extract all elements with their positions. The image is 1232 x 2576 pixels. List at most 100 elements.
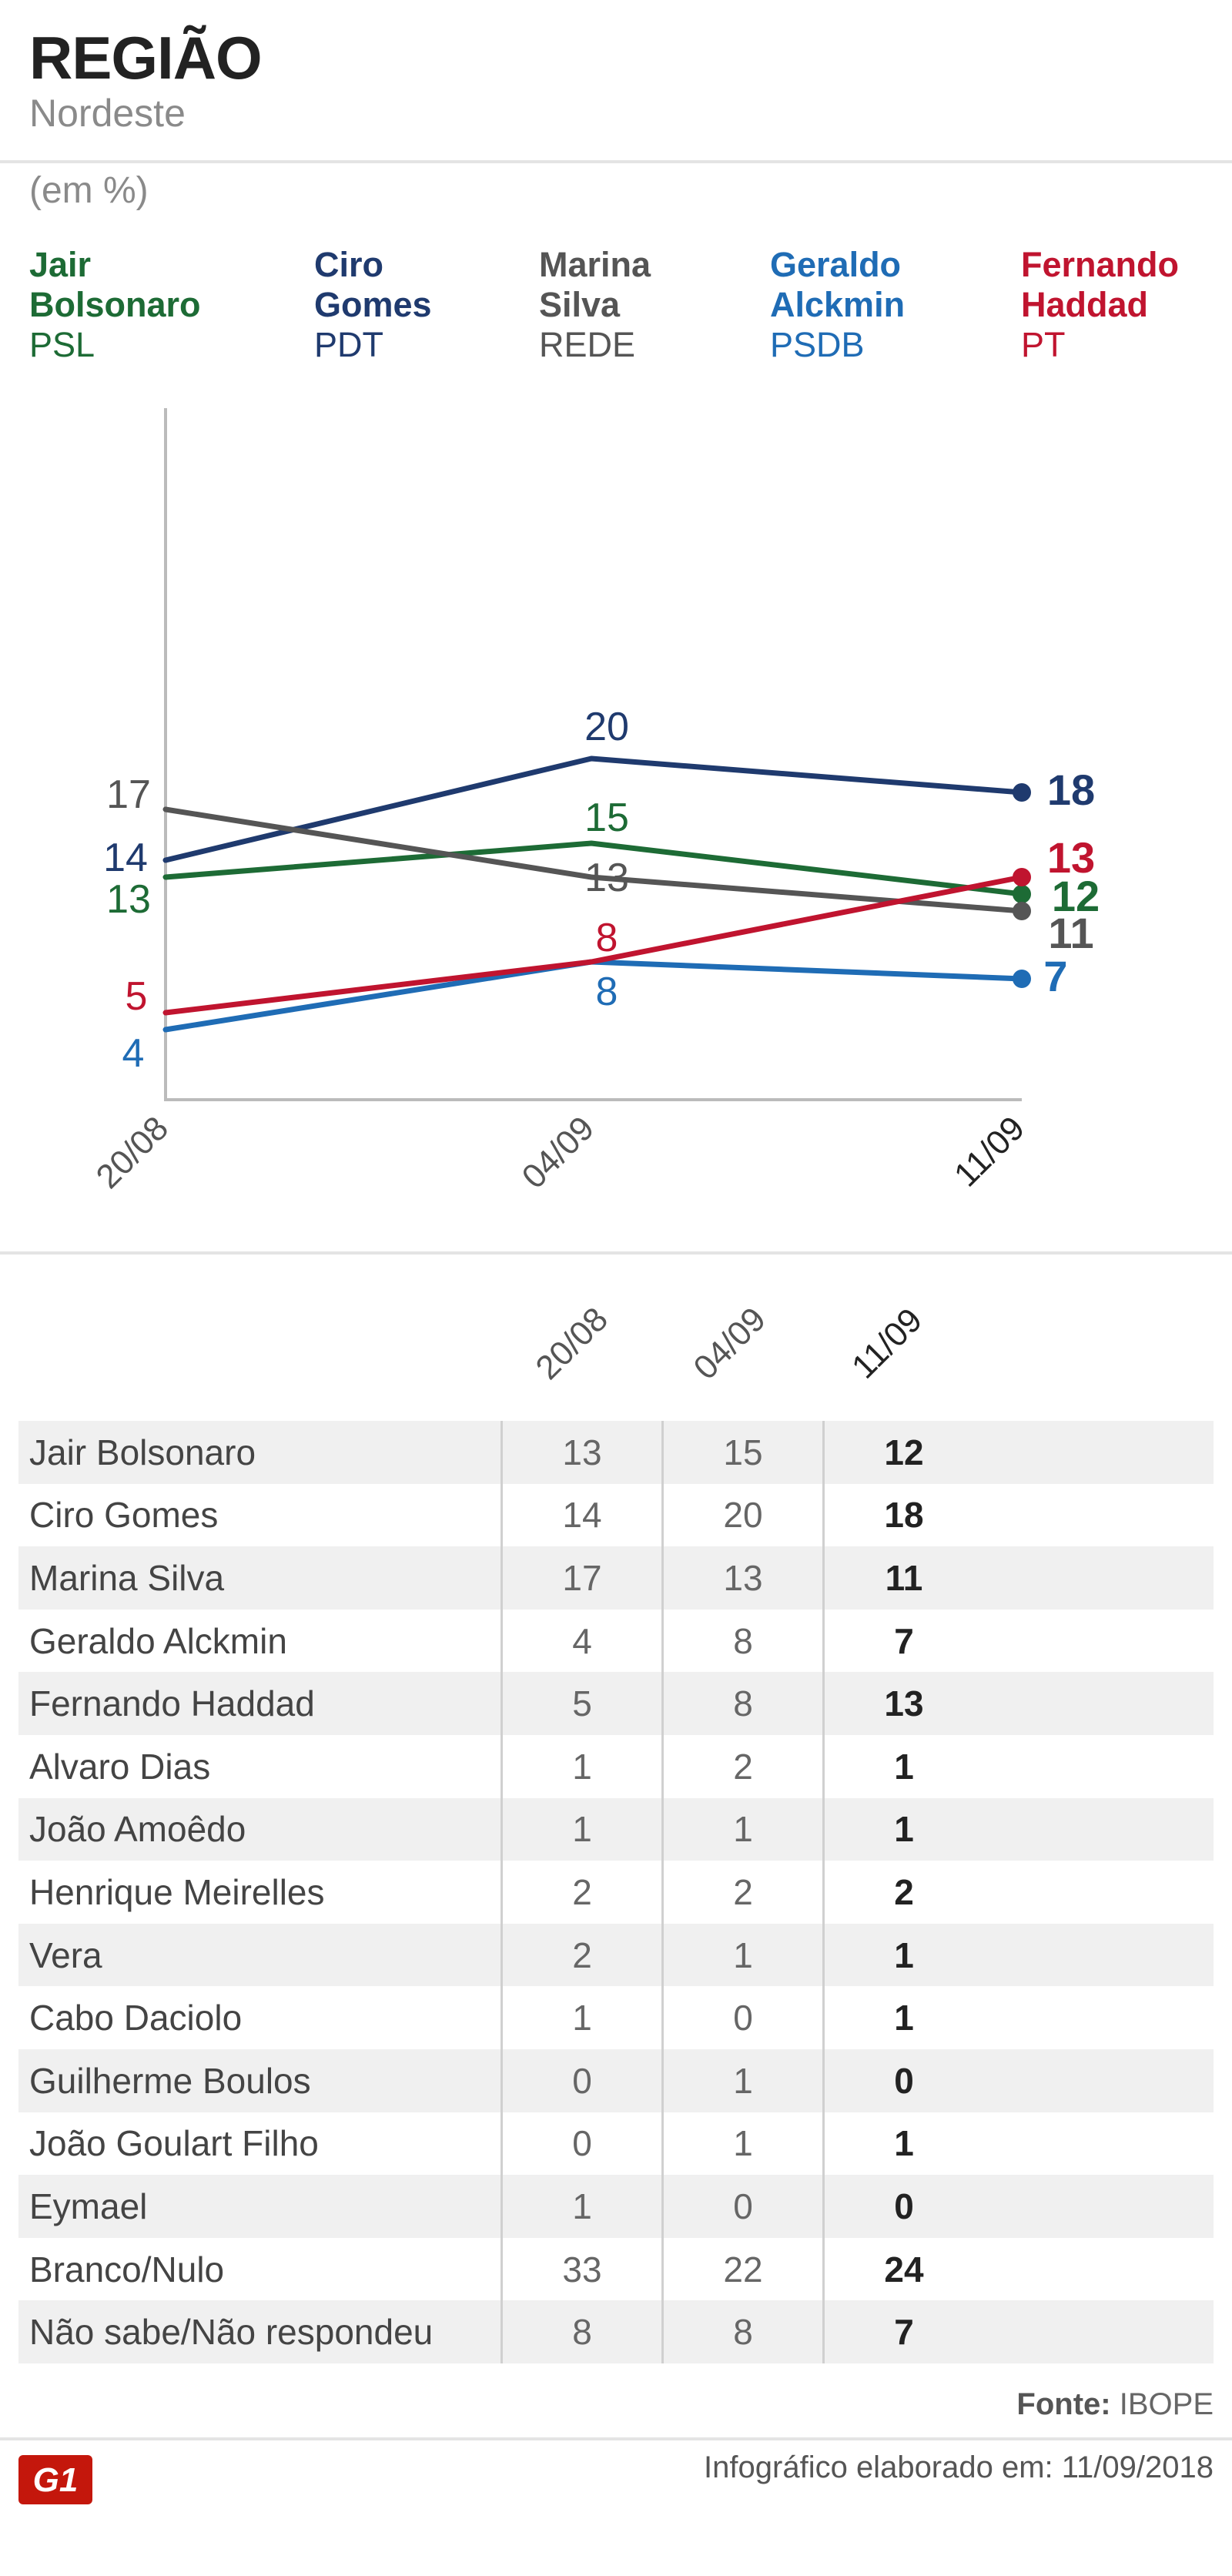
line-chart: 20/08 04/09 11/09 13 15 12 14 20 18 17 13 11 4 8 7 5 8 13 [89,408,1100,1196]
legend-item-haddad: Fernando Haddad PT [1021,245,1179,365]
data-label: 14 [103,836,148,880]
table-row: Jair Bolsonaro 13 15 12 [18,1421,1214,1484]
table-row: Não sabe/Não respondeu 8 8 7 [18,2300,1214,2363]
table-row: Fernando Haddad 5 8 13 [18,1672,1214,1735]
data-label: 12 [1052,872,1100,920]
page-subtitle: Nordeste [29,92,186,135]
poll-value: 1 [500,1734,663,1798]
poll-value: 7 [822,1609,983,1673]
legend-name-line: Silva [539,285,621,324]
poll-value: 2 [661,1734,824,1798]
x-tick-label: 11/09 [947,1109,1032,1194]
results-table: Jair Bolsonaro 13 15 12 Ciro Gomes 14 20 18 Mari… [18,1421,1214,2363]
data-label: 8 [596,970,618,1014]
candidate-name: Eymael [18,2175,502,2238]
poll-value: 11 [822,1546,983,1610]
row-filler [983,1546,1214,1610]
legend-party: PDT [314,325,383,364]
legend-name-line: Gomes [314,285,432,324]
x-tick-label: 04/09 [515,1109,602,1196]
g1-logo: G1 [18,2455,92,2504]
row-filler [983,1986,1214,2049]
candidate-name: Jair Bolsonaro [18,1421,502,1484]
row-filler [983,2112,1214,2176]
poll-value: 5 [500,1672,663,1735]
poll-value: 8 [500,2300,663,2363]
header-divider [0,160,1232,163]
row-filler [983,1484,1214,1547]
table-col-head: 11/09 [844,1301,930,1386]
poll-value: 1 [500,2175,663,2238]
poll-value: 14 [500,1483,663,1547]
table-row: Geraldo Alckmin 4 8 7 [18,1609,1214,1673]
row-filler [983,1610,1214,1673]
g1-logo-badge [18,2455,92,2504]
page-title: REGIÃO [29,24,263,92]
poll-value: 1 [822,1986,983,2049]
table-row: Guilherme Boulos 0 1 0 [18,2048,1214,2112]
candidate-name: Marina Silva [18,1546,502,1610]
poll-value: 2 [500,1923,663,1987]
source-value: IBOPE [1119,2387,1214,2421]
poll-value: 22 [661,2237,824,2301]
legend-name-line: Geraldo [770,245,902,284]
poll-value: 20 [661,1483,824,1547]
poll-value: 18 [822,1483,983,1547]
poll-value: 1 [822,2112,983,2176]
table-row: Marina Silva 17 13 11 [18,1546,1214,1610]
data-label: 13 [584,856,629,900]
data-label: 13 [106,877,151,922]
poll-value: 1 [500,1986,663,2049]
data-label: 13 [1047,833,1095,882]
poll-value: 1 [822,1923,983,1987]
legend-name-line: Marina [539,245,651,284]
data-label: 4 [122,1031,145,1076]
legend-party: PSL [29,325,95,364]
table-row: João Goulart Filho 0 1 1 [18,2112,1214,2176]
row-filler [983,2048,1214,2112]
poll-value: 1 [661,2112,824,2176]
row-filler [983,1672,1214,1735]
table-row: Eymael 1 0 0 [18,2175,1214,2238]
source-label: Fonte: [1016,2387,1111,2421]
candidate-name: Branco/Nulo [29,2249,225,2290]
poll-value: 2 [500,1861,663,1924]
poll-value: 1 [661,1797,824,1861]
legend-party: REDE [539,325,636,364]
poll-value: 1 [822,1734,983,1798]
poll-value: 33 [500,2237,663,2301]
legend-item-marina: Marina Silva REDE [539,245,651,365]
table-row: Branco/Nulo 33 22 24 [18,2237,1214,2301]
legend-item-alckmin: Geraldo Alckmin PSDB [770,245,905,365]
poll-value: 24 [822,2237,983,2301]
poll-value: 15 [661,1421,824,1484]
poll-value: 0 [661,2175,824,2238]
source-note: Fonte: IBOPE [1016,2387,1214,2422]
data-label: 11 [1048,909,1093,957]
legend-item-bolsonaro: Jair Bolsonaro PSL [29,245,201,365]
candidate-name: Fernando Haddad [18,1672,502,1735]
poll-value: 13 [661,1546,824,1610]
row-filler [983,2238,1214,2301]
data-label: 17 [106,772,151,817]
legend-item-ciro: Ciro Gomes PDT [314,245,432,365]
legend-name-line: Ciro [314,245,383,284]
series-end-point [1013,885,1031,903]
poll-value: 13 [500,1421,663,1484]
table-col-head: 04/09 [686,1300,773,1387]
poll-value: 1 [500,1797,663,1861]
poll-value: 1 [661,1923,824,1987]
series-end-point [1013,868,1031,886]
data-label: 20 [584,705,629,749]
footer-divider [0,2437,1232,2440]
row-filler [983,2175,1214,2238]
candidate-name: Vera [18,1923,502,1987]
poll-value: 4 [500,1609,663,1673]
legend-name-line: Bolsonaro [29,285,201,324]
row-filler [983,1797,1214,1861]
series-line [162,755,1025,863]
row-filler [983,1923,1214,1987]
legend-party: PT [1021,325,1066,364]
series-end-point [1013,902,1031,920]
legend-name-line: Jair [29,245,92,284]
